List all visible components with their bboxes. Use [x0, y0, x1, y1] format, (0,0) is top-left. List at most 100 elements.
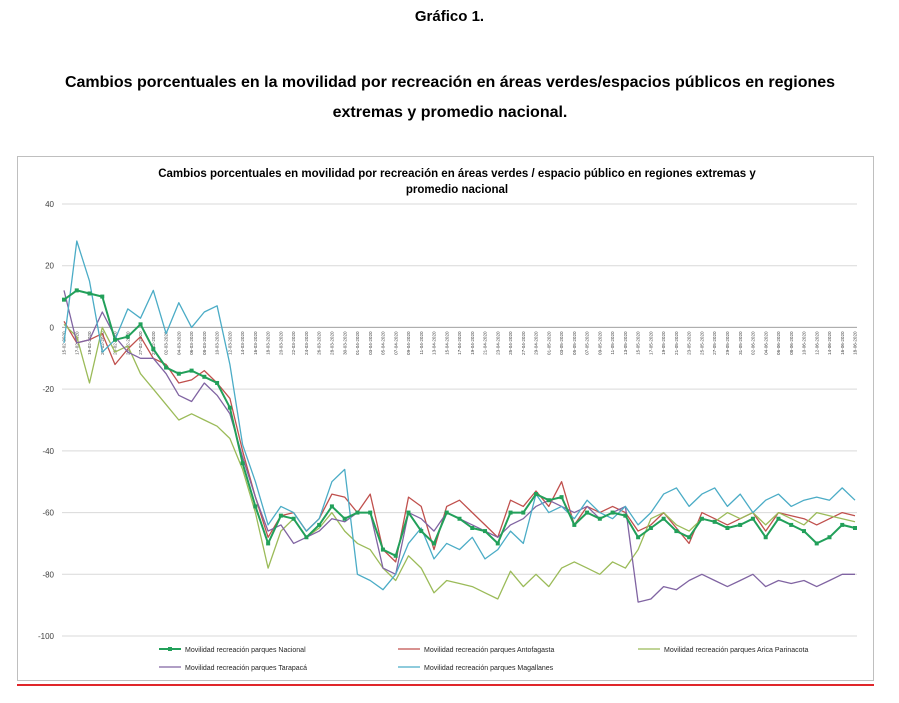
x-tick-label: 09-04-2020 — [406, 331, 411, 355]
x-tick-label: 29-02-2020 — [151, 331, 156, 355]
data-point — [789, 522, 794, 527]
data-point — [623, 513, 628, 518]
series-line — [63, 320, 856, 563]
x-tick-label: 22-03-2020 — [291, 331, 296, 355]
x-tick-label: 25-04-2020 — [508, 331, 513, 355]
data-point — [176, 371, 181, 376]
data-point — [597, 516, 602, 521]
x-axis-ticks: 15-02-2020 17-02-2020 19-02-2020 21-02-2020… — [62, 331, 858, 355]
x-tick-label: 10-03-2020 — [215, 331, 220, 355]
data-point — [87, 291, 92, 296]
data-point — [840, 522, 845, 527]
x-tick-label: 21-02-2020 — [100, 331, 105, 355]
x-tick-label: 13-05-2020 — [623, 331, 628, 355]
data-point — [431, 541, 436, 546]
chart-title-line-2: promedio nacional — [406, 184, 508, 196]
data-point — [827, 535, 832, 540]
x-tick-label: 06-03-2020 — [189, 331, 194, 355]
data-point — [393, 553, 398, 558]
x-tick-label: 13-04-2020 — [432, 331, 437, 355]
data-point — [202, 374, 207, 379]
data-point — [74, 288, 79, 293]
x-tick-label: 12-06-2020 — [814, 331, 819, 355]
data-point — [763, 535, 768, 540]
x-tick-label: 19-02-2020 — [87, 331, 92, 355]
data-point — [636, 535, 641, 540]
x-tick-label: 23-05-2020 — [687, 331, 692, 355]
y-tick-label: -100 — [38, 632, 55, 641]
data-point — [572, 522, 577, 527]
x-tick-label: 19-04-2020 — [470, 331, 475, 355]
data-point — [253, 504, 258, 509]
data-point — [508, 510, 513, 515]
data-point — [521, 510, 526, 515]
data-point — [534, 492, 539, 497]
data-point — [674, 529, 679, 534]
x-tick-label: 29-05-2020 — [725, 331, 730, 355]
data-point — [215, 380, 220, 385]
x-tick-label: 23-04-2020 — [495, 331, 500, 355]
data-point — [164, 365, 169, 370]
figure-number: Gráfico 1. — [414, 8, 485, 25]
y-tick-label: -40 — [42, 447, 54, 456]
data-point — [699, 516, 704, 521]
x-tick-label: 04-03-2020 — [176, 331, 181, 355]
series-line — [63, 240, 856, 591]
x-tick-label: 01-05-2020 — [546, 331, 551, 355]
x-tick-label: 05-05-2020 — [572, 331, 577, 355]
legend-label: Movilidad recreación parques Antofagasta — [424, 647, 554, 654]
x-tick-label: 17-05-2020 — [648, 331, 653, 355]
x-tick-label: 10-06-2020 — [802, 331, 807, 355]
series-line — [63, 323, 856, 600]
x-tick-label: 21-05-2020 — [674, 331, 679, 355]
x-tick-label: 14-06-2020 — [827, 331, 832, 355]
x-tick-label: 31-05-2020 — [738, 331, 743, 355]
x-tick-label: 12-03-2020 — [227, 331, 232, 355]
data-point — [113, 337, 118, 342]
x-tick-label: 11-04-2020 — [419, 331, 424, 355]
x-tick-label: 27-02-2020 — [138, 331, 143, 355]
y-tick-label: 0 — [50, 323, 55, 332]
data-point — [317, 522, 322, 527]
x-tick-label: 09-05-2020 — [597, 331, 602, 355]
data-point — [470, 526, 475, 530]
x-tick-label: 29-04-2020 — [534, 331, 539, 355]
y-axis-ticks: 40 20 0 -20 -40 -60 -80 -100 — [38, 200, 55, 641]
data-point — [495, 541, 500, 546]
x-tick-label: 03-05-2020 — [559, 331, 564, 355]
x-tick-label: 25-05-2020 — [700, 331, 705, 355]
x-tick-label: 11-05-2020 — [610, 331, 615, 355]
bottom-divider — [17, 684, 874, 686]
x-tick-label: 25-02-2020 — [125, 331, 130, 355]
x-tick-label: 15-02-2020 — [62, 331, 67, 355]
x-tick-label: 27-04-2020 — [521, 331, 526, 355]
data-point — [406, 510, 411, 515]
data-point — [750, 516, 755, 521]
series-lines — [62, 240, 857, 603]
x-tick-label: 26-03-2020 — [317, 331, 322, 355]
x-tick-label: 19-05-2020 — [661, 331, 666, 355]
x-tick-label: 15-04-2020 — [444, 331, 449, 355]
x-tick-label: 07-04-2020 — [393, 331, 398, 355]
x-tick-label: 18-06-2020 — [853, 331, 858, 355]
data-point — [240, 461, 245, 466]
data-point — [304, 535, 309, 540]
data-point — [546, 498, 551, 503]
legend: Movilidad recreación parques Nacional Mov… — [159, 647, 808, 672]
data-point — [189, 368, 194, 373]
y-tick-label: -60 — [42, 509, 54, 518]
y-tick-label: 40 — [45, 200, 54, 209]
data-point — [559, 495, 564, 500]
data-point — [227, 405, 232, 410]
x-tick-label: 21-04-2020 — [483, 331, 488, 355]
legend-label: Movilidad recreación parques Nacional — [185, 647, 306, 654]
x-tick-label: 16-06-2020 — [840, 331, 845, 355]
x-tick-label: 01-04-2020 — [355, 331, 360, 355]
data-point — [585, 510, 590, 515]
data-point — [291, 516, 296, 521]
x-tick-label: 02-03-2020 — [164, 331, 169, 355]
series-line — [63, 289, 856, 557]
x-tick-label: 06-06-2020 — [776, 331, 781, 355]
data-point — [712, 519, 717, 524]
y-tick-label: -80 — [42, 570, 54, 579]
